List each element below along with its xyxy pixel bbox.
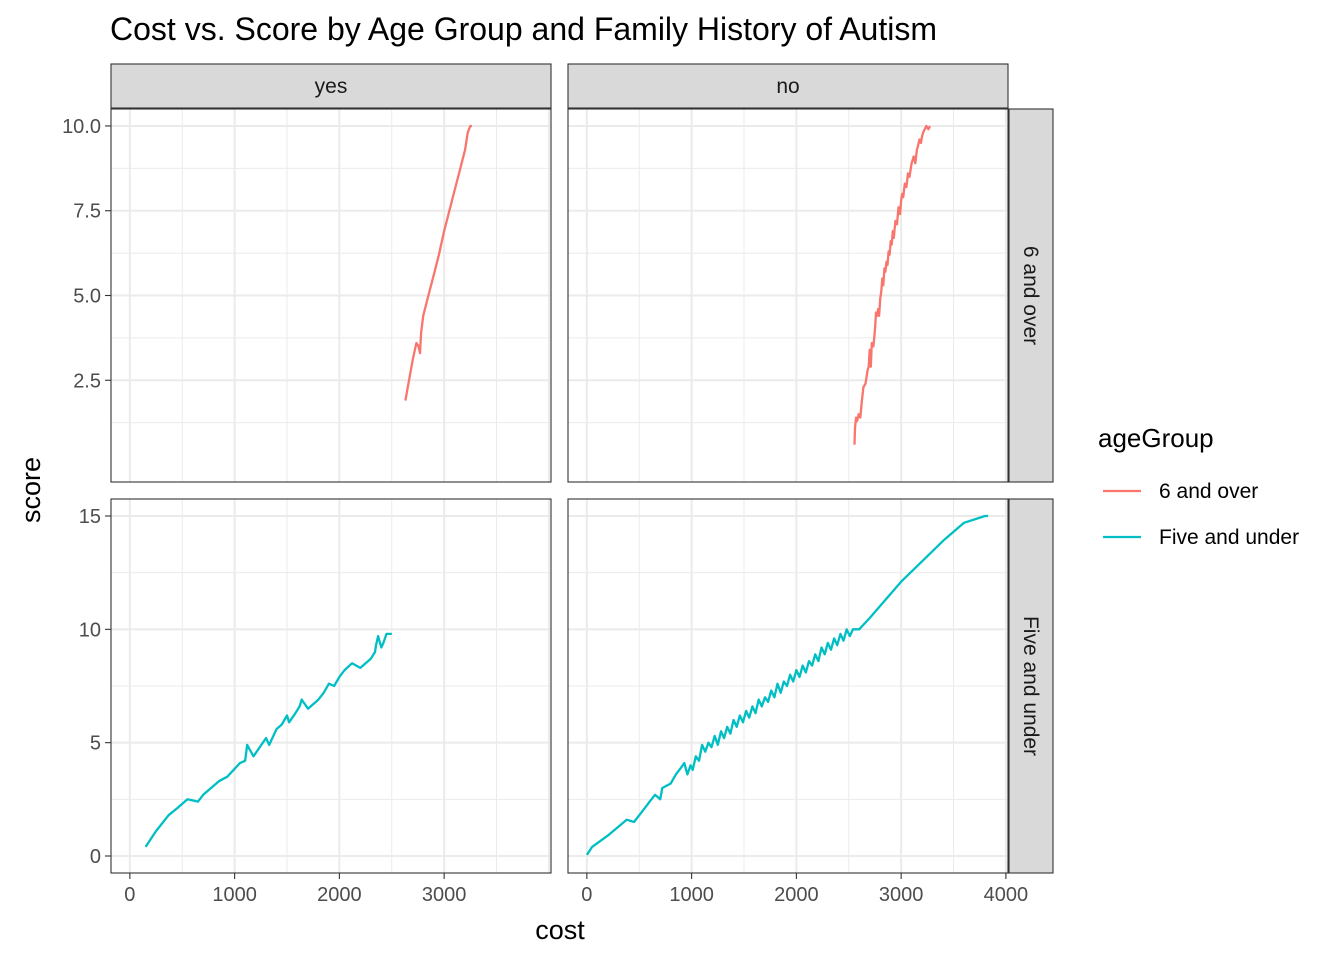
- facet-strip-column: [567, 63, 1009, 109]
- y-tick-label: 15: [79, 506, 101, 528]
- facet-label-column: yes: [315, 75, 348, 98]
- y-tick-label: 10.0: [62, 116, 101, 138]
- x-tick-label: 1000: [669, 884, 714, 906]
- panel-no-0: [567, 108, 1009, 483]
- x-tick-label: 2000: [774, 884, 819, 906]
- series-line: [853, 124, 932, 445]
- x-tick-label: 3000: [879, 884, 924, 906]
- series-line: [144, 632, 392, 848]
- legend-title: ageGroup: [1098, 423, 1214, 453]
- series-line: [404, 124, 472, 401]
- y-axis-title: score: [16, 457, 46, 523]
- panels-layer: yes no 6 and over Five and under 2.5 5.0 7.5 10…: [62, 63, 1054, 906]
- x-tick-label: 4000: [984, 884, 1029, 906]
- panel-border: [110, 498, 552, 874]
- panel-yes-0: [110, 108, 552, 483]
- legend: ageGroup 6 and over Five and under: [1098, 423, 1299, 549]
- series-line: [585, 514, 989, 856]
- panel-no-1: [567, 498, 1009, 874]
- y-tick-label: 5.0: [73, 286, 101, 308]
- legend-label: 6 and over: [1159, 480, 1258, 503]
- panel-border: [567, 498, 1009, 874]
- y-tick-label: 7.5: [73, 201, 101, 223]
- y-tick-label: 5: [90, 733, 101, 755]
- facet-label-row: 6 and over: [1019, 246, 1042, 345]
- x-tick-label: 3000: [422, 884, 467, 906]
- facet-strip-row: [1008, 108, 1054, 483]
- x-tick-label: 2000: [317, 884, 362, 906]
- facet-strip-column: [110, 63, 552, 109]
- facet-strip-row: [1008, 498, 1054, 874]
- chart-title: Cost vs. Score by Age Group and Family H…: [110, 11, 937, 47]
- x-axis-title: cost: [535, 915, 585, 945]
- x-tick-label: 1000: [212, 884, 257, 906]
- y-tick-label: 2.5: [73, 370, 101, 392]
- facet-label-row: Five and under: [1019, 616, 1042, 756]
- facet-label-column: no: [776, 75, 799, 98]
- x-tick-label: 0: [581, 884, 592, 906]
- y-tick-label: 10: [79, 619, 101, 641]
- x-tick-label: 0: [124, 884, 135, 906]
- panel-border: [567, 108, 1009, 483]
- legend-label: Five and under: [1159, 526, 1299, 549]
- panel-yes-1: [110, 498, 552, 874]
- y-tick-label: 0: [90, 846, 101, 868]
